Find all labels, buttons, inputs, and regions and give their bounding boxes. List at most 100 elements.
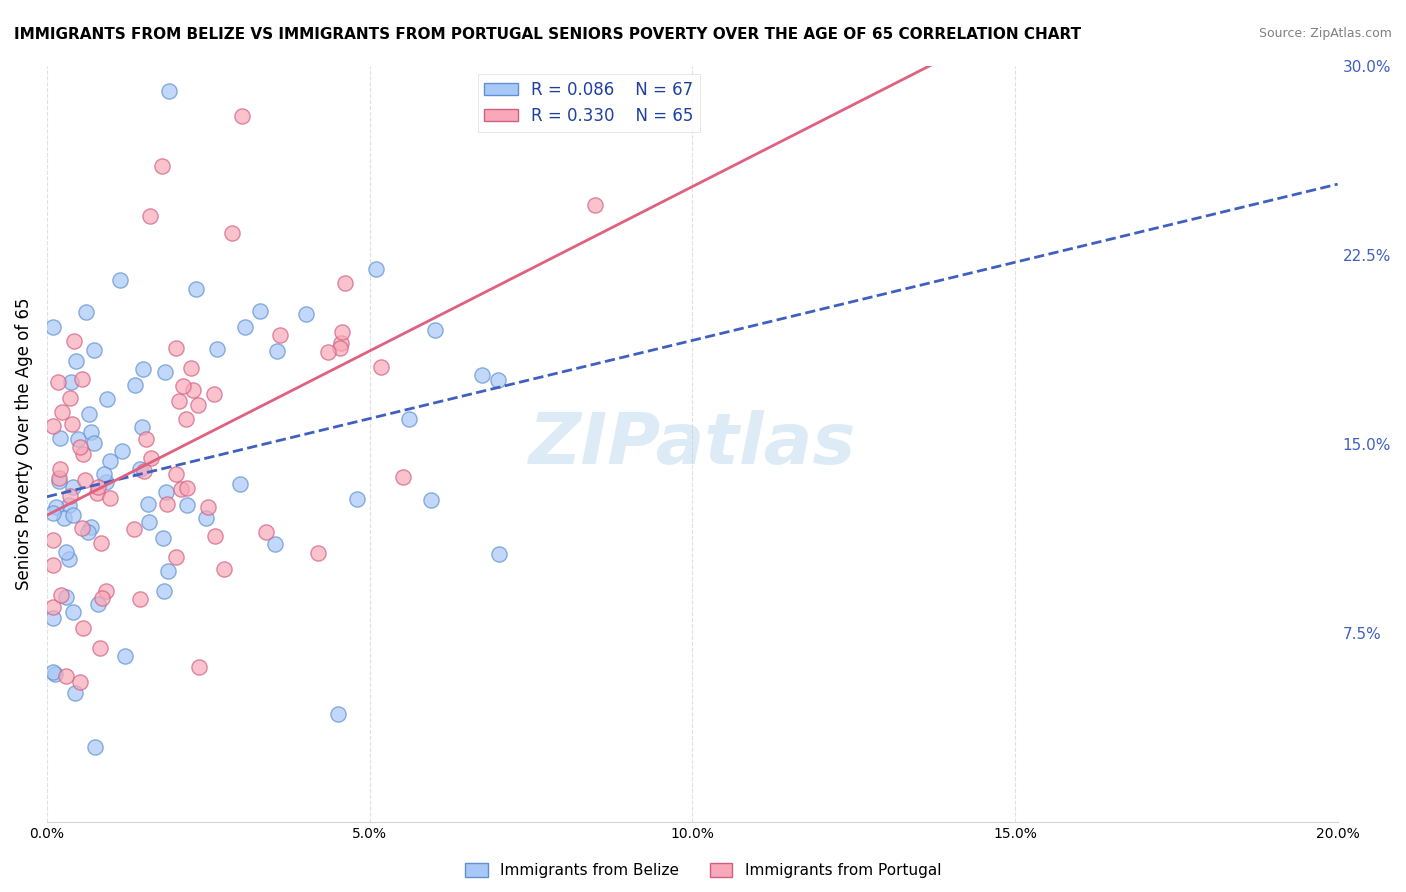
- Point: [364, 261, 387, 276]
- Point: [42, 506, 65, 520]
- Point: [49, 431, 72, 445]
- Point: [59, 391, 82, 405]
- Point: [75, 305, 97, 319]
- Point: [86, 486, 108, 500]
- Point: [62, 508, 84, 522]
- Point: [187, 659, 209, 673]
- Point: [187, 398, 209, 412]
- Point: [60, 375, 83, 389]
- Point: [89, 640, 111, 655]
- Point: [48, 461, 70, 475]
- Point: [55, 545, 77, 559]
- Point: [91, 591, 114, 605]
- Point: [42, 599, 65, 614]
- Point: [583, 198, 606, 212]
- Point: [42, 418, 65, 433]
- Point: [156, 564, 179, 578]
- Point: [48, 471, 70, 485]
- Point: [80, 520, 103, 534]
- Point: [202, 387, 225, 401]
- Point: [346, 491, 368, 506]
- Point: [52, 511, 75, 525]
- Point: [425, 323, 447, 337]
- Point: [42, 320, 65, 334]
- Point: [42, 558, 65, 573]
- Point: [124, 378, 146, 392]
- Point: [181, 383, 204, 397]
- Point: [94, 584, 117, 599]
- Point: [122, 522, 145, 536]
- Point: [197, 500, 219, 515]
- Point: [42, 611, 65, 625]
- Point: [63, 686, 86, 700]
- Point: [51, 404, 73, 418]
- Point: [84, 739, 107, 754]
- Point: [157, 84, 180, 98]
- Point: [155, 485, 177, 500]
- Point: [138, 210, 160, 224]
- Point: [488, 547, 510, 561]
- Point: [128, 592, 150, 607]
- Point: [249, 304, 271, 318]
- Text: IMMIGRANTS FROM BELIZE VS IMMIGRANTS FROM PORTUGAL SENIORS POVERTY OVER THE AGE : IMMIGRANTS FROM BELIZE VS IMMIGRANTS FRO…: [14, 27, 1081, 42]
- Text: Source: ZipAtlas.com: Source: ZipAtlas.com: [1258, 27, 1392, 40]
- Point: [42, 665, 65, 680]
- Point: [205, 342, 228, 356]
- Point: [266, 344, 288, 359]
- Point: [46, 375, 69, 389]
- Point: [169, 482, 191, 496]
- Point: [58, 498, 80, 512]
- Point: [204, 529, 226, 543]
- Point: [93, 467, 115, 482]
- Point: [318, 345, 340, 359]
- Point: [94, 475, 117, 490]
- Point: [141, 450, 163, 465]
- Point: [66, 432, 89, 446]
- Point: [329, 335, 352, 350]
- Point: [166, 467, 188, 482]
- Point: [49, 588, 72, 602]
- Point: [486, 373, 509, 387]
- Point: [129, 462, 152, 476]
- Point: [370, 359, 392, 374]
- Point: [58, 551, 80, 566]
- Point: [58, 489, 80, 503]
- Point: [114, 648, 136, 663]
- Legend: Immigrants from Belize, Immigrants from Portugal: Immigrants from Belize, Immigrants from …: [458, 857, 948, 884]
- Y-axis label: Seniors Poverty Over the Age of 65: Seniors Poverty Over the Age of 65: [15, 298, 32, 591]
- Point: [96, 392, 118, 407]
- Point: [231, 109, 253, 123]
- Point: [83, 435, 105, 450]
- Point: [80, 425, 103, 440]
- Point: [60, 417, 83, 432]
- Point: [174, 412, 197, 426]
- Point: [86, 480, 108, 494]
- Point: [62, 334, 84, 348]
- Point: [62, 605, 84, 619]
- Point: [295, 307, 318, 321]
- Point: [269, 328, 291, 343]
- Point: [111, 443, 134, 458]
- Point: [65, 353, 87, 368]
- Point: [83, 343, 105, 358]
- Point: [212, 562, 235, 576]
- Point: [326, 707, 349, 722]
- Point: [330, 325, 353, 339]
- Point: [419, 492, 441, 507]
- Point: [55, 669, 77, 683]
- Point: [153, 584, 176, 599]
- Point: [132, 361, 155, 376]
- Point: [307, 546, 329, 560]
- Point: [150, 160, 173, 174]
- Point: [98, 491, 121, 506]
- Point: [42, 533, 65, 548]
- Point: [72, 447, 94, 461]
- Point: [100, 454, 122, 468]
- Point: [45, 500, 67, 514]
- Point: [131, 419, 153, 434]
- Point: [86, 597, 108, 611]
- Point: [471, 368, 494, 383]
- Point: [72, 621, 94, 635]
- Point: [70, 371, 93, 385]
- Point: [48, 475, 70, 489]
